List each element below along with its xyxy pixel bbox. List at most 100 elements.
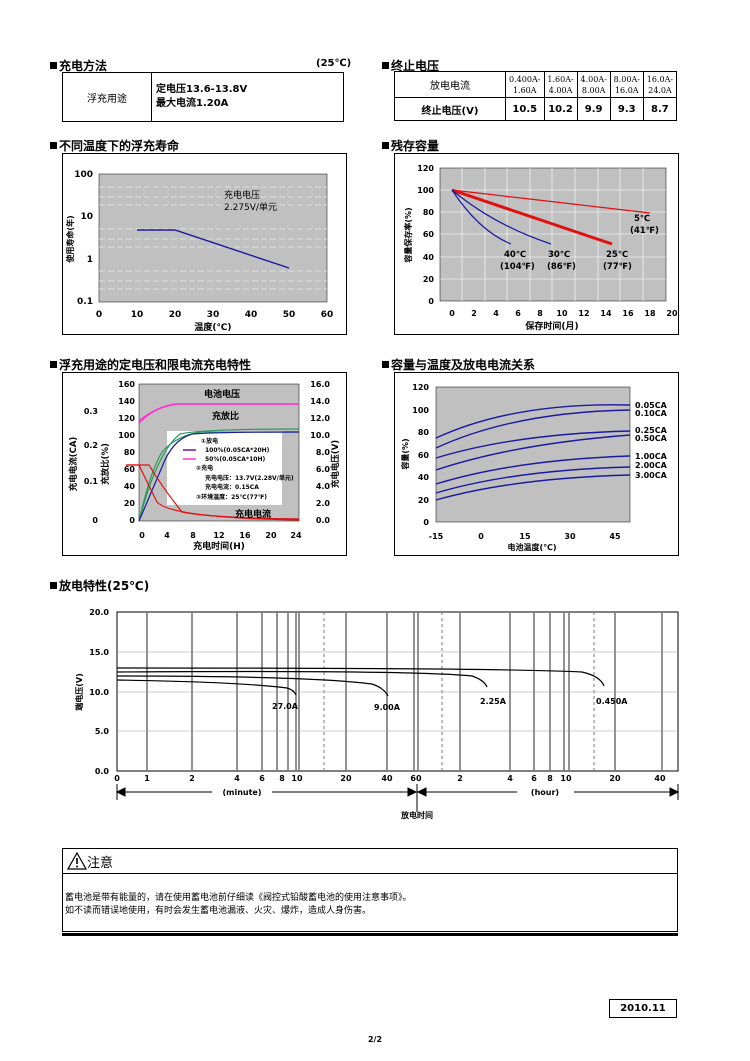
- residual-label-25c-t2: (77℉): [603, 262, 632, 272]
- float-life-ylabel: 使用寿命(年): [65, 215, 75, 263]
- capacity-temp-chart: 0.05CA 0.10CA 0.25CA 0.50CA 1.00CA 2.00C…: [400, 383, 668, 552]
- float-life-frame: [62, 153, 347, 335]
- charge-char-frame: [62, 372, 347, 556]
- svg-text:160: 160: [118, 380, 135, 389]
- warning-icon: [67, 852, 87, 870]
- svg-text:8: 8: [190, 531, 196, 540]
- svg-text:6: 6: [531, 774, 537, 783]
- svg-text:20: 20: [418, 496, 430, 505]
- discharge-label-27a: 27.0A: [272, 702, 299, 711]
- charge-method-value: 定电压13.6-13.8V 最大电流1.20A: [151, 72, 344, 122]
- charge-current-curve-2: [126, 464, 300, 521]
- cutoff-voltage-2: 10.2: [543, 97, 578, 121]
- float-life-annotation-2: 2.275V/单元: [224, 201, 277, 213]
- svg-text:16: 16: [239, 531, 251, 540]
- svg-text:40: 40: [423, 253, 435, 262]
- svg-text:0: 0: [449, 309, 455, 318]
- discharge-label-0.45a: 0.450A: [596, 697, 628, 706]
- svg-text:6.0: 6.0: [316, 465, 331, 474]
- svg-text:40: 40: [245, 310, 258, 320]
- capacity-label-2.00ca: 2.00CA: [635, 461, 668, 470]
- charge-char-legend-box: [167, 431, 282, 505]
- residual-curve-30c: [451, 189, 552, 245]
- svg-text:40: 40: [654, 774, 666, 783]
- charge-legend-discharge: ①放电: [201, 437, 218, 445]
- svg-text:100: 100: [118, 431, 135, 440]
- svg-text:40: 40: [124, 482, 136, 491]
- capacity-temp-curves: [435, 404, 631, 501]
- cutoff-voltage-title: 终止电压: [382, 57, 439, 74]
- cutoff-range-2: 1.60A- 4.00A: [543, 71, 578, 98]
- caution-bottom-rule: [62, 933, 678, 936]
- float-life-curve: [137, 229, 290, 269]
- svg-text:120: 120: [412, 383, 429, 392]
- discharge-curve-9a: [116, 675, 389, 697]
- svg-text:140: 140: [118, 397, 135, 406]
- cutoff-voltage-3: 9.9: [576, 97, 611, 121]
- charge-ca-ticks: 0.3 0.2 0.1 0: [84, 407, 99, 525]
- svg-text:0: 0: [428, 297, 434, 306]
- residual-label-30c-t1: 30℃: [548, 250, 570, 260]
- svg-text:50: 50: [283, 310, 296, 320]
- discharge-curves: [116, 667, 605, 697]
- cutoff-voltage-table: 放电电流 0.400A- 1.60A 1.60A- 4.00A 4.00A- 8.00…: [394, 71, 678, 121]
- svg-text:120: 120: [417, 164, 434, 173]
- svg-text:80: 80: [124, 448, 136, 457]
- caution-line1: 蓄电池是带有能量的，请在使用蓄电池前仔细读《阀控式铅酸蓄电池的使用注意事项》。: [65, 893, 412, 903]
- residual-y-ticks: 120 100 80 60 40 20 0: [417, 164, 434, 306]
- capacity-label-1.00ca: 1.00CA: [635, 452, 668, 461]
- cutoff-range-5: 16.0A- 24.0A: [642, 71, 678, 98]
- float-life-x-ticks: 0 10 20 30 40 50 60: [96, 310, 333, 320]
- float-life-gridlines: [99, 186, 327, 290]
- cutoff-voltage-5: 8.7: [642, 97, 678, 121]
- capacity-temp-title: 容量与温度及放电电流关系: [382, 356, 535, 373]
- svg-text:2.0: 2.0: [316, 499, 331, 508]
- svg-text:0: 0: [92, 516, 98, 525]
- svg-text:60: 60: [321, 310, 334, 320]
- svg-text:20: 20: [169, 310, 182, 320]
- svg-text:5.0: 5.0: [95, 727, 110, 736]
- caution-title: 注意: [87, 856, 114, 871]
- charge-label-voltage: 电池电压: [204, 388, 240, 400]
- charge-label-current: 充电电流: [235, 508, 271, 520]
- page-number: 2/2: [367, 1035, 383, 1044]
- discharge-curve-27a: [116, 679, 297, 696]
- caution-line2: 如不读而错误地使用，有时会发生蓄电池漏液、火灾、爆炸，造成人身伤害。: [65, 906, 372, 916]
- svg-text:12: 12: [578, 309, 589, 318]
- capacity-label-3.00ca: 3.00CA: [635, 471, 668, 480]
- discharge-label-9a: 9.00A: [374, 703, 401, 712]
- charge-method-title: 充电方法: [50, 57, 107, 74]
- residual-ylabel: 容量保存率(%): [403, 207, 413, 263]
- capacity-label-0.05ca: 0.05CA: [635, 401, 668, 410]
- discharge-unit-minute: (minute): [222, 788, 261, 797]
- float-life-y-ticks: 100 10 1 0.1: [74, 170, 93, 307]
- svg-text:14.0: 14.0: [310, 397, 330, 406]
- charge-legend-current: 充电电流：0.15CA: [205, 483, 259, 491]
- residual-title: 残存容量: [382, 137, 439, 154]
- cutoff-range-4: 8.00A- 16.0A: [609, 71, 644, 98]
- residual-xlabel: 保存时间(月): [524, 320, 578, 332]
- capacity-temp-x-ticks: -15 0 15 30 45: [429, 532, 621, 541]
- capacity-temp-plot-area: [435, 386, 631, 523]
- float-life-annotation-1: 充电电压: [224, 189, 260, 201]
- svg-text:18: 18: [644, 309, 656, 318]
- discharge-y-ticks: 20.0 15.0 10.0 5.0 0.0: [89, 608, 109, 776]
- discharge-curve-2.25a: [116, 670, 488, 688]
- cutoff-range-1: 0.400A- 1.60A: [505, 71, 545, 98]
- charge-char-title: 浮充用途的定电压和限电流充电特性: [50, 356, 251, 373]
- capacity-temp-y-ticks: 120 100 80 60 40 20 0: [412, 383, 429, 527]
- svg-text:20: 20: [340, 774, 352, 783]
- charge-legend-ambient: ③环境温度：25℃(77℉): [196, 493, 267, 501]
- svg-text:10: 10: [131, 310, 144, 320]
- charge-method-line1: 定电压13.6-13.8V: [156, 84, 248, 95]
- charge-ylabel-ratio: 充放比(%): [100, 443, 111, 485]
- svg-text:15: 15: [519, 532, 531, 541]
- charge-x-ticks: 0 4 8 12 16 20 24: [139, 531, 302, 540]
- discharge-chart: 27.0A 9.00A 2.25A 0.450A 20.0 15.0 10.0 …: [74, 608, 680, 820]
- svg-text:40: 40: [381, 774, 393, 783]
- discharge-ylabel: 端电压(V): [74, 673, 84, 711]
- charge-xlabel: 充电时间(H): [193, 540, 245, 552]
- charge-legend-voltage: 充电电压：13.7V(2.28V/单元): [205, 474, 294, 482]
- svg-text:0: 0: [139, 531, 145, 540]
- charge-voltage-curve-2: [138, 403, 299, 422]
